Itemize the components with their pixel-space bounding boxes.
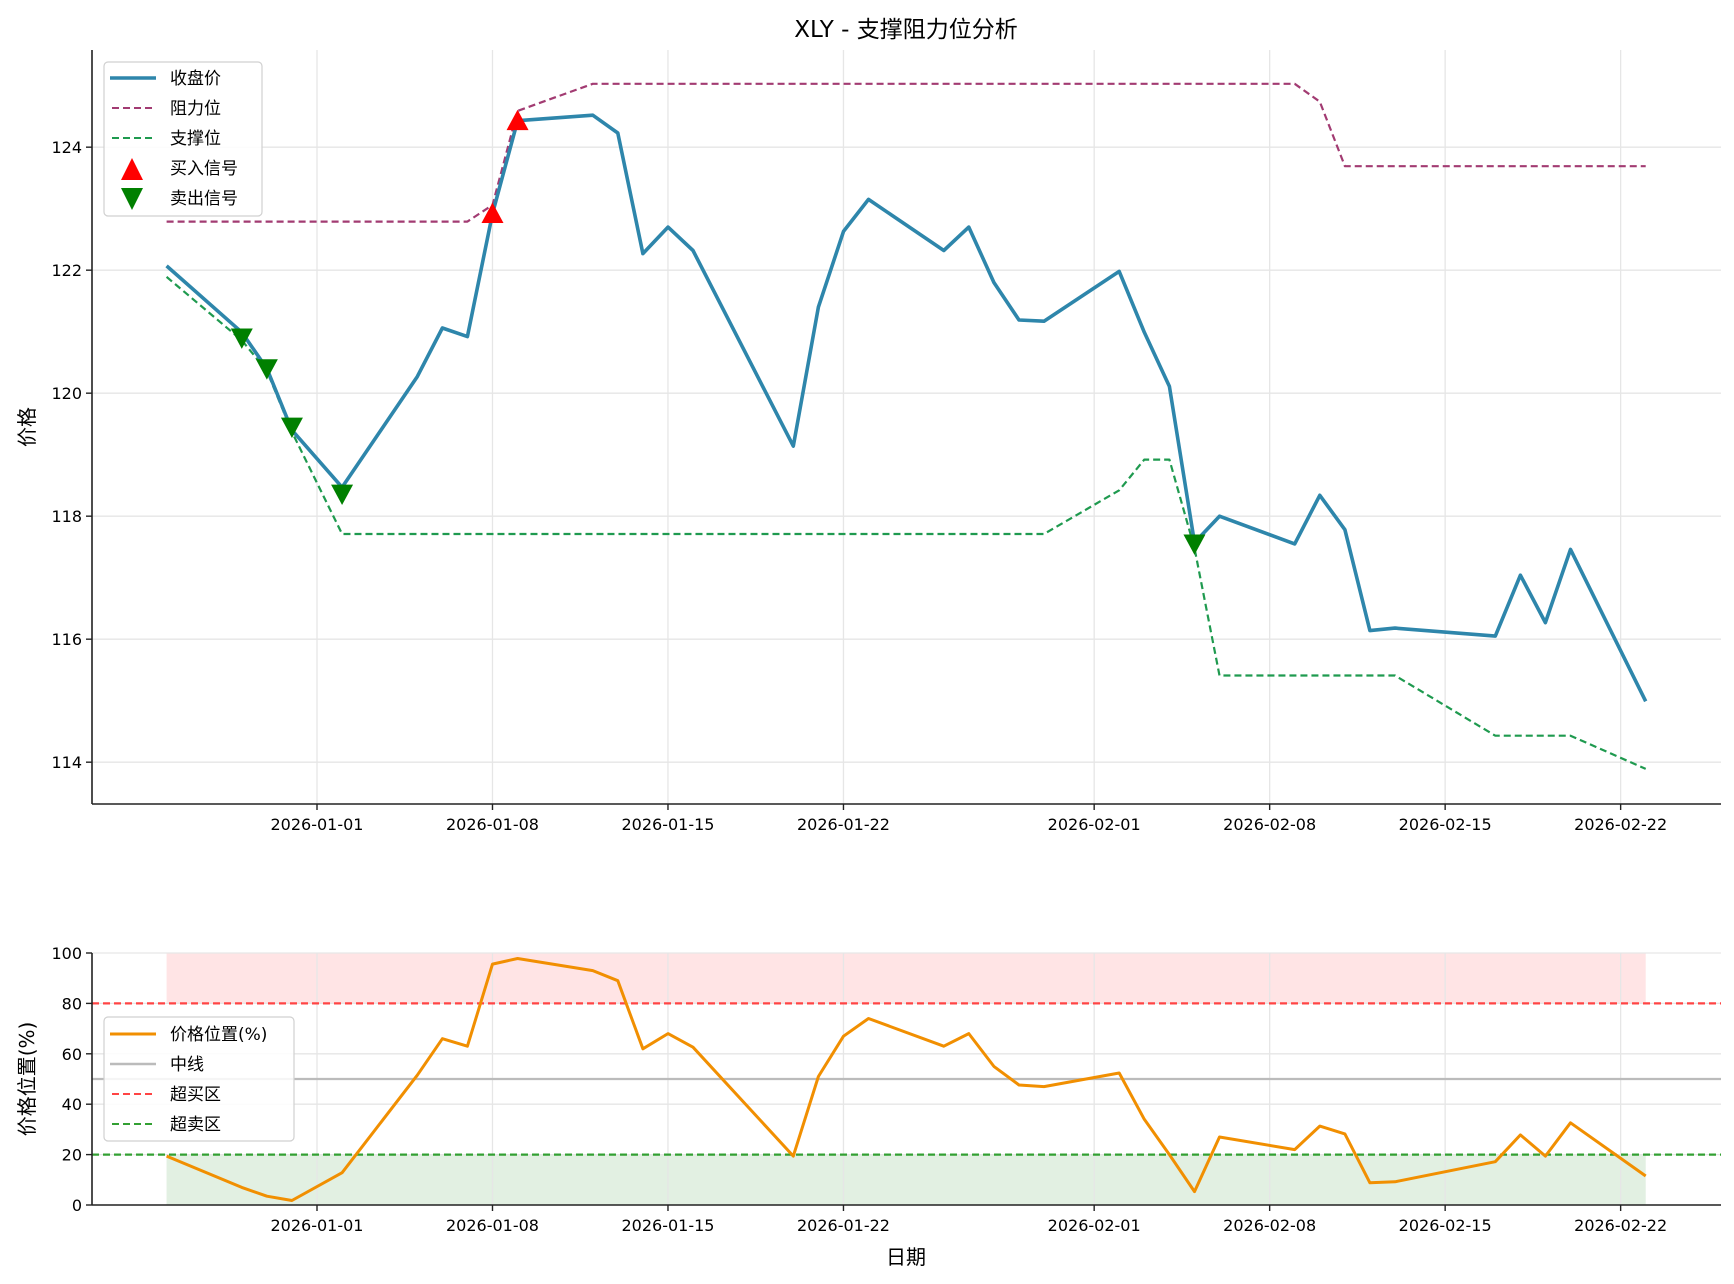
price-series	[165, 82, 1648, 770]
legend-overbought: 超买区	[170, 1085, 221, 1105]
position-legend: 价格位置(%) 中线 超买区 超卖区	[103, 1016, 295, 1142]
buy-signal-marker	[481, 202, 504, 223]
y-tick-label: 120	[51, 384, 82, 403]
x-tick-label: 2026-02-15	[1399, 1216, 1492, 1235]
legend-support: 支撑位	[170, 129, 221, 149]
y-tick-label: 60	[62, 1045, 82, 1064]
y-tick-label: 80	[62, 994, 82, 1013]
buy-signal-marker	[506, 109, 529, 131]
x-tick-label: 2026-01-08	[446, 815, 539, 834]
x-tick-label: 2026-01-15	[621, 1216, 714, 1235]
y-tick-label: 0	[72, 1196, 82, 1215]
price-y-label: 价格	[15, 407, 39, 447]
legend-close: 收盘价	[170, 69, 221, 89]
position-series	[92, 957, 1721, 1202]
sell-signal-marker	[230, 328, 253, 349]
sell-signal-marker	[331, 484, 354, 506]
x-tick-label: 2026-01-01	[271, 815, 364, 834]
y-tick-label: 114	[51, 753, 82, 772]
x-tick-label: 2026-01-22	[797, 815, 890, 834]
x-tick-label: 2026-01-15	[621, 815, 714, 834]
x-tick-label: 2026-02-22	[1574, 815, 1667, 834]
close-price-line	[165, 113, 1648, 703]
legend-buy: 买入信号	[170, 159, 238, 179]
y-tick-label: 100	[51, 944, 82, 963]
x-tick-label: 2026-02-08	[1223, 1216, 1316, 1235]
overbought-band	[166, 953, 1646, 1004]
buy-signal-icon	[121, 158, 143, 180]
x-tick-label: 2026-01-22	[797, 1216, 890, 1235]
sell-signal-marker	[280, 417, 303, 438]
y-tick-label: 40	[62, 1095, 82, 1114]
price-legend: 收盘价 阻力位 支撑位 买入信号 卖出信号	[103, 61, 263, 217]
price-axes: 114 116 118 120 122 124 2026-01-01 2026-01-08 20…	[15, 50, 1721, 834]
oversold-band	[166, 1154, 1646, 1205]
sell-signal-marker	[255, 359, 278, 380]
resistance-line	[166, 82, 1646, 223]
legend-position: 价格位置(%)	[170, 1025, 267, 1045]
support-line	[165, 276, 1647, 770]
price-grid	[92, 50, 1721, 804]
position-y-label: 价格位置(%)	[15, 1022, 39, 1137]
x-tick-label: 2026-01-08	[446, 1216, 539, 1235]
position-ticks: 0 20 40 60 80 100 2026-01-01 2026-01-08 2026-01-…	[51, 944, 1667, 1235]
price-position-line	[166, 957, 1647, 1202]
x-tick-label: 2026-02-01	[1048, 815, 1141, 834]
sell-signal-marker	[1183, 534, 1206, 555]
position-axes: 0 20 40 60 80 100 2026-01-01 2026-01-08 2026-01-…	[15, 944, 1721, 1269]
x-tick-label: 2026-02-08	[1223, 815, 1316, 834]
legend-oversold: 超卖区	[170, 1115, 221, 1135]
x-tick-label: 2026-01-01	[271, 1216, 364, 1235]
y-tick-label: 20	[62, 1146, 82, 1165]
chart-title: XLY - 支撑阻力位分析	[794, 17, 1018, 43]
position-x-label: 日期	[886, 1245, 926, 1269]
legend-sell: 卖出信号	[170, 189, 238, 209]
legend-midline: 中线	[170, 1055, 204, 1075]
x-tick-label: 2026-02-22	[1574, 1216, 1667, 1235]
legend-resistance: 阻力位	[170, 99, 221, 119]
y-tick-label: 118	[51, 507, 82, 526]
x-tick-label: 2026-02-01	[1048, 1216, 1141, 1235]
y-tick-label: 124	[51, 138, 82, 157]
y-tick-label: 116	[51, 630, 82, 649]
signal-markers	[230, 109, 1206, 555]
sell-signal-icon	[121, 188, 143, 210]
price-ticks: 114 116 118 120 122 124 2026-01-01 2026-01-08 20…	[51, 138, 1667, 834]
x-tick-label: 2026-02-15	[1399, 815, 1492, 834]
y-tick-label: 122	[51, 261, 82, 280]
